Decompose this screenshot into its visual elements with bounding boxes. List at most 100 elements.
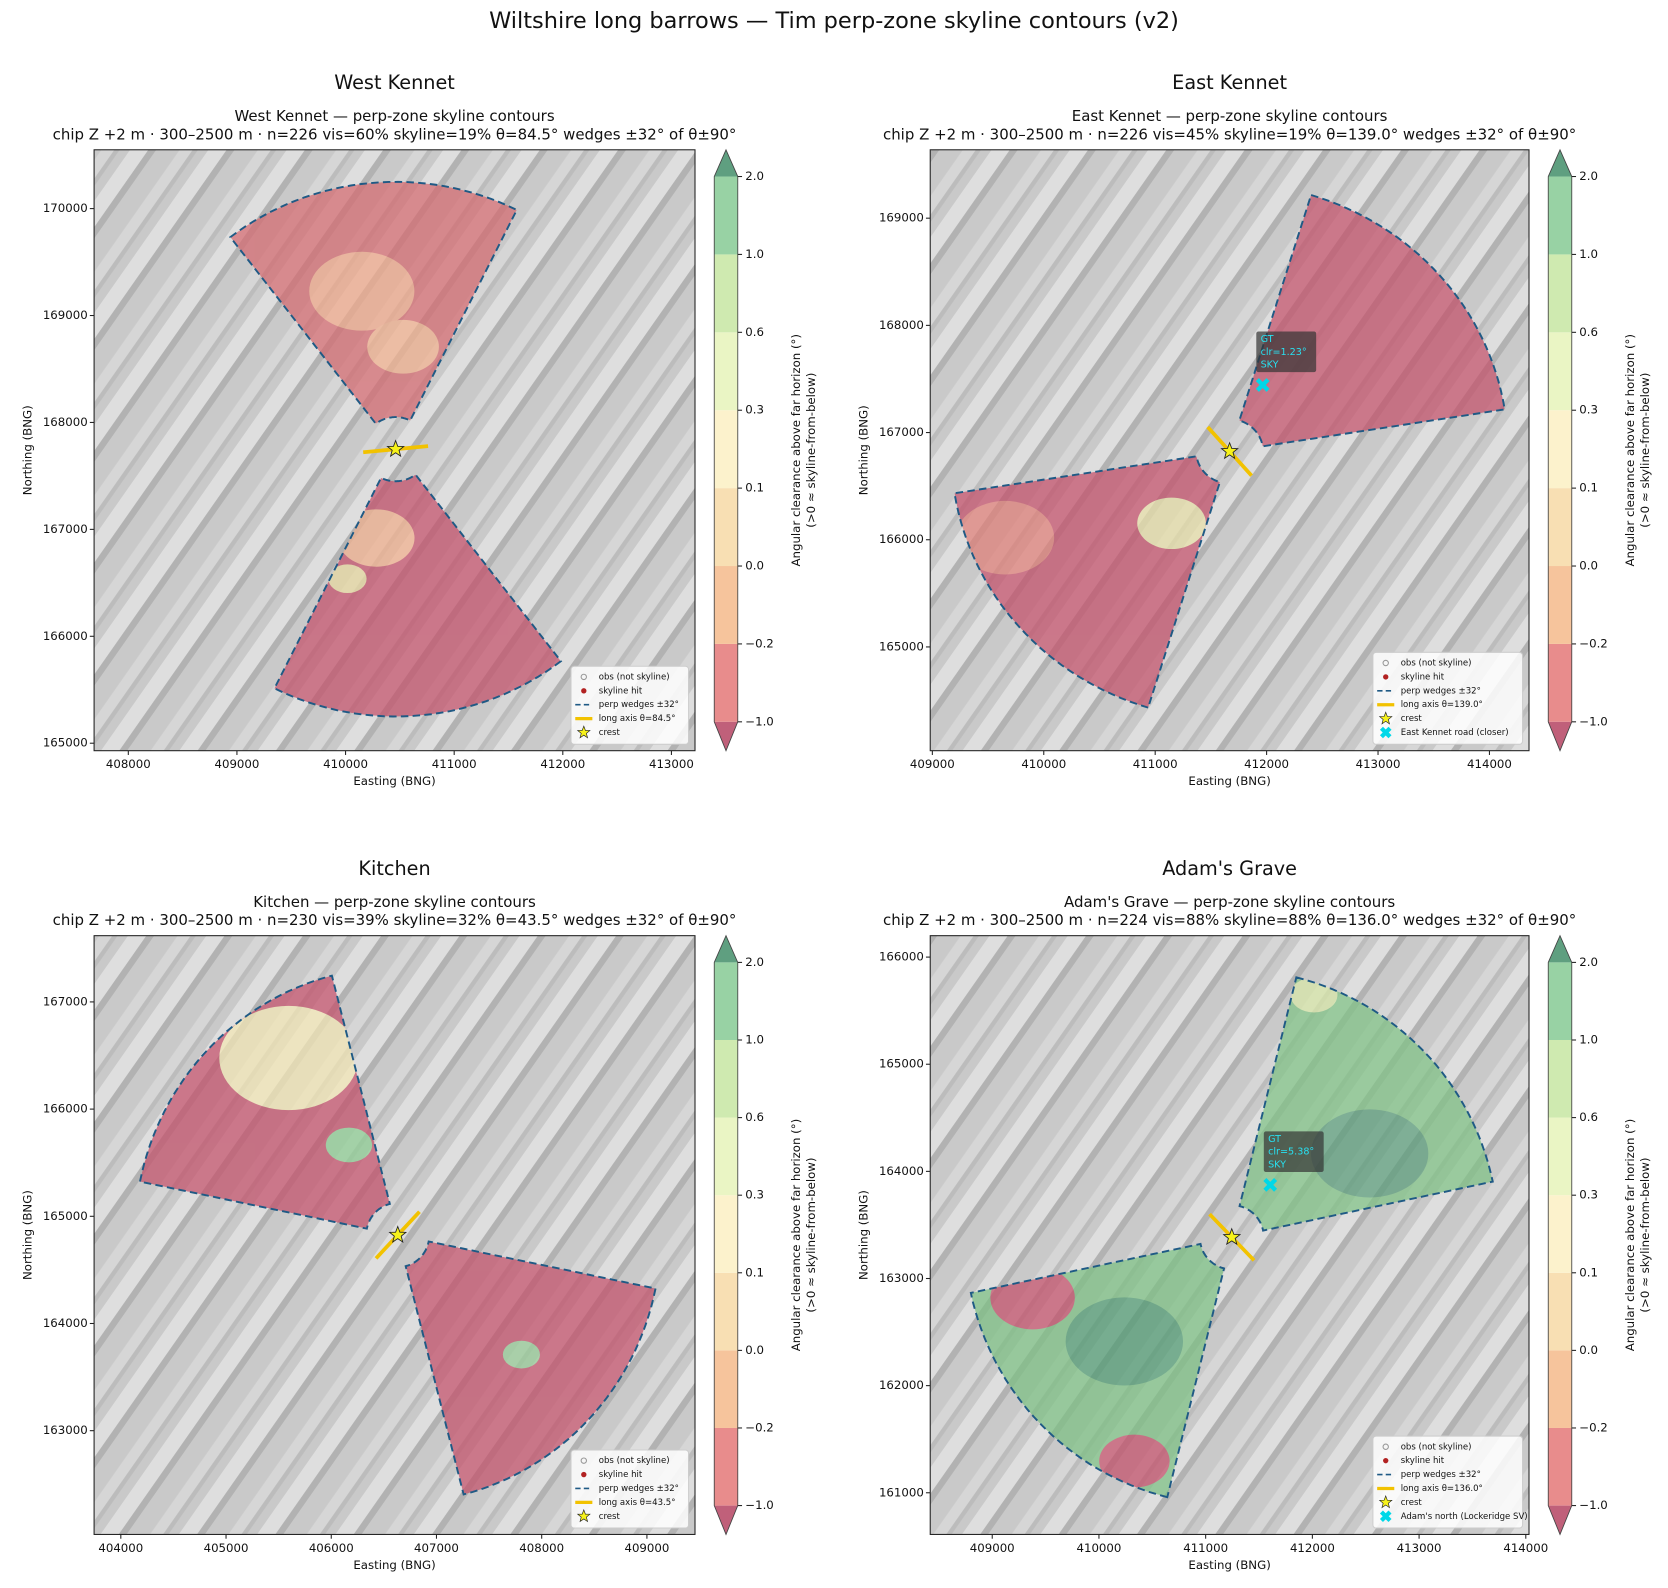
x-axis-label: Easting (BNG) (353, 774, 435, 788)
x-axis-label: Easting (BNG) (353, 1558, 435, 1572)
legend-label: crest (1401, 1498, 1423, 1508)
colorbar-segment (1548, 1427, 1572, 1506)
y-axis-label: Northing (BNG) (856, 405, 870, 495)
x-tick-label: 405000 (204, 1541, 249, 1555)
contour-fill (1239, 195, 1505, 447)
colorbar-segment (714, 332, 738, 411)
colorbar-tick-label: 0.6 (1579, 325, 1598, 339)
legend-swatch (581, 1471, 587, 1478)
gt-annotation: clr=1.23° (1261, 347, 1307, 358)
legend-swatch (1379, 1510, 1392, 1523)
contour-band (1137, 497, 1206, 550)
legend-label: crest (1401, 714, 1423, 724)
colorbar-tick-label: −0.2 (1579, 1420, 1608, 1434)
colorbar-label: Angular clearance above far horizon (°) (789, 1119, 803, 1351)
colorbar-tick-label: 0.3 (1579, 1188, 1598, 1202)
legend-label: long axis θ=136.0° (1401, 1484, 1483, 1494)
crest-marker (388, 1225, 408, 1243)
colorbar-tick-label: −1.0 (1579, 1498, 1608, 1512)
x-axis-label: Easting (BNG) (1188, 1558, 1270, 1572)
colorbar-tick-label: −0.2 (1579, 636, 1608, 650)
x-tick-label: 408000 (519, 1541, 564, 1555)
colorbar-extend (1548, 721, 1572, 751)
legend-label: perp wedges ±32° (1401, 1470, 1481, 1480)
colorbar-segment (714, 176, 738, 255)
y-tick-label: 165000 (879, 639, 924, 653)
y-tick-label: 164000 (879, 1164, 924, 1178)
colorbar-tick-label: −1.0 (745, 714, 774, 728)
legend-swatch (581, 688, 587, 694)
colorbar-segment (714, 643, 738, 722)
colorbar-extend (1548, 935, 1572, 963)
colorbar-label: Angular clearance above far horizon (°) (1623, 1119, 1637, 1351)
legend-label: crest (599, 1512, 621, 1522)
plot-area: GT clr=5.38° SKY (930, 935, 1529, 1535)
legend-label: perp wedges ±32° (599, 1484, 679, 1494)
colorbar-segment (1548, 176, 1572, 255)
contour-band (1099, 1434, 1170, 1488)
legend-swatch (1383, 674, 1389, 680)
y-tick-label: 163000 (879, 1271, 924, 1285)
annotation-box (1256, 331, 1317, 373)
y-axis-label: Northing (BNG) (856, 1190, 870, 1280)
colorbar-tick-label: 0.0 (1579, 559, 1598, 573)
y-tick-label: 167000 (879, 425, 924, 439)
colorbar-extend (714, 149, 738, 177)
x-tick-label: 410000 (323, 757, 368, 771)
y-tick-label: 170000 (43, 201, 88, 215)
crest-marker (386, 439, 405, 458)
contour-band (219, 1005, 359, 1111)
colorbar-tick-label: −1.0 (745, 1498, 774, 1512)
y-tick-label: 162000 (879, 1378, 924, 1392)
colorbar-segment (714, 566, 738, 644)
contour-fill (230, 181, 517, 424)
x-tick-label: 412000 (540, 757, 585, 771)
panel-subtitle: chip Z +2 m · 300–2500 m · n=230 vis=39%… (53, 911, 737, 929)
panel-title: Adam's Grave (1162, 857, 1297, 880)
colorbar-tick-label: 0.6 (745, 325, 764, 339)
colorbar-label: Angular clearance above far horizon (°) (789, 334, 803, 566)
colorbar-segment (1548, 566, 1572, 644)
legend-box (1372, 1435, 1524, 1529)
colorbar-segment (1548, 1350, 1572, 1428)
y-tick-label: 165000 (43, 1209, 88, 1223)
colorbar-tick-label: 0.0 (745, 559, 764, 573)
x-tick-label: 410000 (1021, 757, 1066, 771)
wedge-outline (404, 1240, 657, 1496)
annotation-box (1263, 1131, 1324, 1173)
legend-label: long axis θ=84.5° (599, 714, 676, 724)
legend-label: skyline hit (599, 1470, 643, 1480)
colorbar-segment (1548, 410, 1572, 489)
gt-marker (1263, 1178, 1278, 1192)
colorbar-tick-label: 0.0 (1579, 1343, 1598, 1357)
colorbar-extend (1548, 149, 1572, 177)
y-tick-label: 163000 (43, 1423, 88, 1437)
colorbar-label: (>0 ≈ skyline-from-below) (1638, 1158, 1652, 1313)
contour-band (405, 1241, 656, 1495)
panel-subtitle: West Kennet — perp-zone skyline contours (234, 107, 554, 125)
contour-fill (405, 1241, 656, 1495)
x-tick-label: 413000 (1356, 757, 1401, 771)
plot-frame (93, 935, 696, 1535)
colorbar-tick-label: 0.6 (1579, 1110, 1598, 1124)
legend-label: obs (not skyline) (599, 1456, 670, 1466)
colorbar-tick-label: 1.0 (745, 1032, 764, 1046)
colorbar-tick-label: 0.3 (745, 403, 764, 417)
colorbar-segment (714, 254, 738, 333)
legend-label: obs (not skyline) (599, 672, 670, 682)
legend-swatch (1378, 1495, 1393, 1509)
colorbar-tick-label: −0.2 (745, 636, 774, 650)
x-tick-label: 414000 (1503, 1541, 1548, 1555)
x-tick-label: 411000 (1133, 757, 1178, 771)
x-axis-label: Easting (BNG) (1188, 774, 1270, 788)
y-tick-label: 167000 (43, 522, 88, 536)
colorbar-extend (714, 935, 738, 963)
colorbar-tick-label: 2.0 (745, 955, 764, 969)
y-tick-label: 166000 (43, 629, 88, 643)
colorbar-segment (714, 1117, 738, 1196)
x-tick-label: 413000 (1397, 1541, 1442, 1555)
panel-subtitle: Kitchen — perp-zone skyline contours (253, 893, 536, 911)
x-tick-label: 414000 (1467, 757, 1512, 771)
colorbar-extend (714, 721, 738, 751)
legend-swatch (1382, 1443, 1389, 1450)
